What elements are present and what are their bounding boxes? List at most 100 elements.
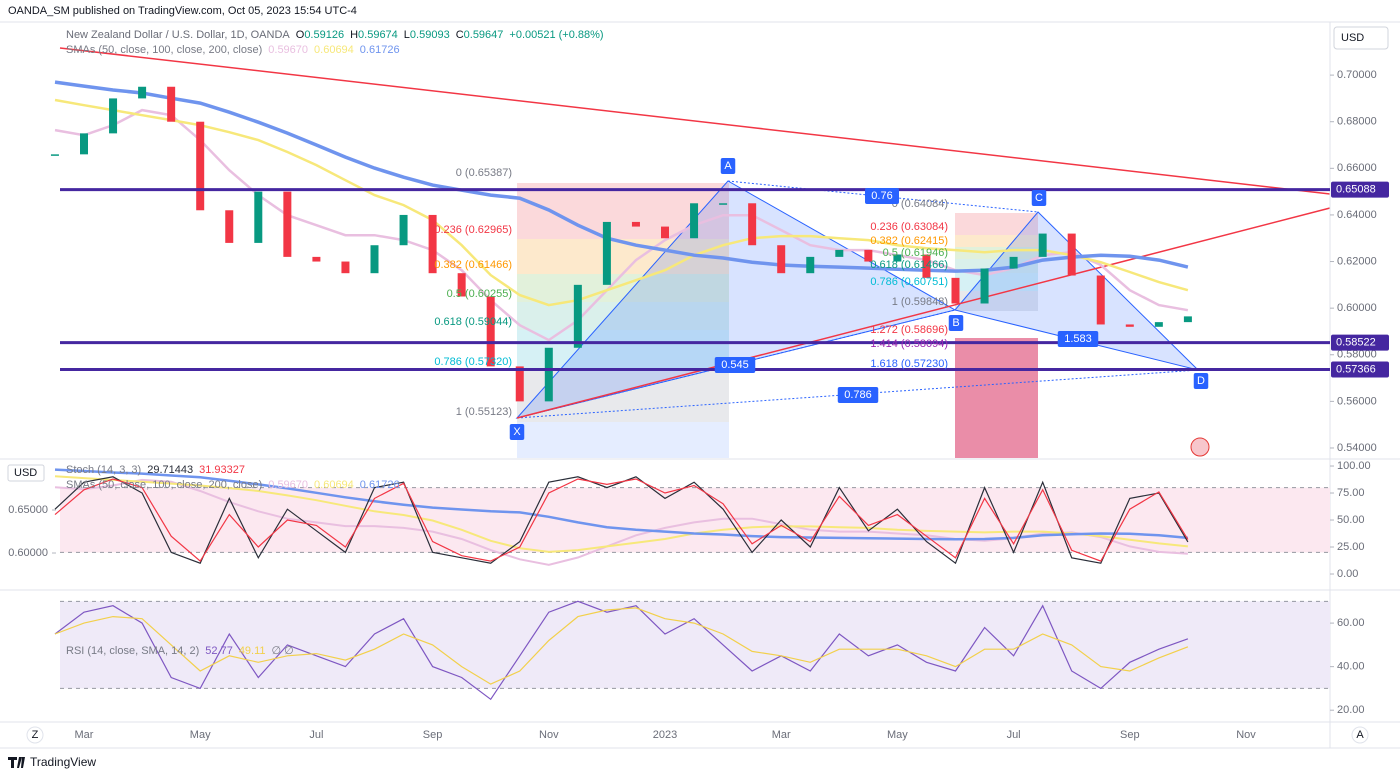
x-tick-label: Sep xyxy=(1120,729,1140,741)
pattern-label: 1.583 xyxy=(1064,333,1092,345)
pattern-tag xyxy=(948,315,964,331)
pattern-label: 0.786 xyxy=(844,389,872,401)
pattern-label: D xyxy=(1197,375,1205,387)
pattern-label: B xyxy=(952,317,959,329)
currency[interactable]: USD xyxy=(1341,32,1364,44)
pattern-label: A xyxy=(724,160,732,172)
sma-overlay xyxy=(54,475,1189,553)
pattern-tag xyxy=(837,387,879,403)
legend-value: 0.59670 xyxy=(268,479,308,491)
x-tick-label: Jul xyxy=(1007,729,1021,741)
ohlc-value: 0.59093 xyxy=(410,29,450,41)
fib-label: 0.786 (0.60751) xyxy=(870,276,948,288)
legend-title: SMAs (50, close, 100, close, 200, close) xyxy=(66,44,262,56)
pattern-label: 0.76 xyxy=(871,190,892,202)
legend-value: 0.61726 xyxy=(360,479,400,491)
x-tick-label: Jul xyxy=(309,729,323,741)
brand-logo xyxy=(8,757,25,768)
band-fill xyxy=(60,487,1330,553)
legend-value: 29.71443 xyxy=(147,464,193,476)
legend-value: 0.59670 xyxy=(268,44,308,56)
legend: SMAs (50, close, 100, close, 200, close)… xyxy=(66,44,400,56)
y-tick-label: 0.68000 xyxy=(1337,116,1377,128)
pattern-tag xyxy=(1031,190,1047,206)
scale-button-label[interactable]: Z xyxy=(32,729,39,741)
symbol: New Zealand Dollar / U.S. Dollar, 1D, OA… xyxy=(66,29,290,41)
ohlc-value: 0.59674 xyxy=(358,29,398,41)
candle xyxy=(1183,316,1192,323)
y-tick-label: 0.60000 xyxy=(1337,302,1377,314)
candle xyxy=(719,203,728,205)
candle xyxy=(50,154,59,156)
x-tick-label: 2023 xyxy=(653,729,677,741)
candle xyxy=(370,245,379,274)
candle xyxy=(806,256,815,274)
y-tick-label: 0.58000 xyxy=(1337,349,1377,361)
candle xyxy=(341,261,350,274)
legend-value: 0.61726 xyxy=(360,44,400,56)
y-tick-label: 0.00 xyxy=(1337,568,1358,580)
legend-value: 49.11 xyxy=(239,645,266,657)
band-fill xyxy=(60,601,1330,689)
symbol-line: New Zealand Dollar / U.S. Dollar, 1D, OA… xyxy=(66,29,604,41)
pattern-tag xyxy=(1057,331,1099,347)
candle xyxy=(661,226,669,239)
indicator-line xyxy=(54,478,1189,563)
y-tick-label: 0.62000 xyxy=(1337,255,1377,267)
candle xyxy=(486,296,495,367)
fib-label: 1.272 (0.58696) xyxy=(870,324,948,336)
fib-label: 0.5 (0.60255) xyxy=(447,288,512,300)
y-tick-label: 0.54000 xyxy=(1337,442,1377,454)
legend-title: RSI (14, close, SMA, 14, 2) xyxy=(66,645,199,657)
ohlc-value: 0.59647 xyxy=(464,29,504,41)
pattern-tag xyxy=(720,158,736,174)
legend-value: 0.60694 xyxy=(314,479,354,491)
fib-label: 0.786 (0.57320) xyxy=(434,356,512,368)
pattern-tag xyxy=(1193,373,1209,389)
ohlc-key: L xyxy=(404,29,410,41)
candle xyxy=(922,254,931,278)
candle xyxy=(690,203,699,239)
y-tick-label: 0.60000 xyxy=(8,547,48,559)
fib-label: 1 (0.59848) xyxy=(892,296,948,308)
scale-button-label[interactable]: A xyxy=(1356,729,1364,741)
sma-line xyxy=(54,80,1189,273)
y-tick-label: 75.00 xyxy=(1337,487,1365,499)
y-tick-label: 0.56000 xyxy=(1337,395,1377,407)
candle xyxy=(1067,233,1076,276)
fib-label: 0 (0.64084) xyxy=(892,198,948,210)
fib-label: 0.382 (0.61466) xyxy=(434,259,512,271)
candle xyxy=(631,221,640,227)
candle xyxy=(544,347,553,402)
legend-value: 31.93327 xyxy=(199,464,245,476)
pattern-label: X xyxy=(513,426,521,438)
indicator-line xyxy=(54,607,1189,685)
legend-value: 0.60694 xyxy=(314,44,354,56)
candle xyxy=(283,191,292,257)
fib-label: 0.236 (0.63084) xyxy=(870,221,948,233)
level-tag xyxy=(1331,334,1389,351)
candle xyxy=(1038,233,1047,257)
sma-overlay xyxy=(54,468,1189,541)
ohlc-value: 0.59126 xyxy=(304,29,344,41)
level-label: 0.65088 xyxy=(1336,183,1376,195)
scale-button[interactable] xyxy=(26,726,44,744)
y-tick-label: 40.00 xyxy=(1337,661,1365,673)
currency: USD xyxy=(14,467,37,479)
scale-button[interactable] xyxy=(1351,726,1369,744)
y-tick-label: 60.00 xyxy=(1337,617,1365,629)
fib-label: 0 (0.65387) xyxy=(456,167,512,179)
fib-label: 0.618 (0.59044) xyxy=(434,316,512,328)
candle xyxy=(951,277,960,304)
legend: SMAs (50, close, 100, close, 200, close)… xyxy=(66,479,400,491)
currency-button[interactable] xyxy=(1333,26,1389,50)
fib-label: 0.382 (0.62415) xyxy=(870,235,948,247)
candle xyxy=(167,86,176,122)
candle xyxy=(864,249,873,262)
level-label: 0.58522 xyxy=(1336,337,1376,349)
candle xyxy=(428,214,437,274)
x-tick-label: Mar xyxy=(75,729,94,741)
y-tick-label: 0.70000 xyxy=(1337,69,1377,81)
legend-title: Stoch (14, 3, 3) xyxy=(66,464,141,476)
